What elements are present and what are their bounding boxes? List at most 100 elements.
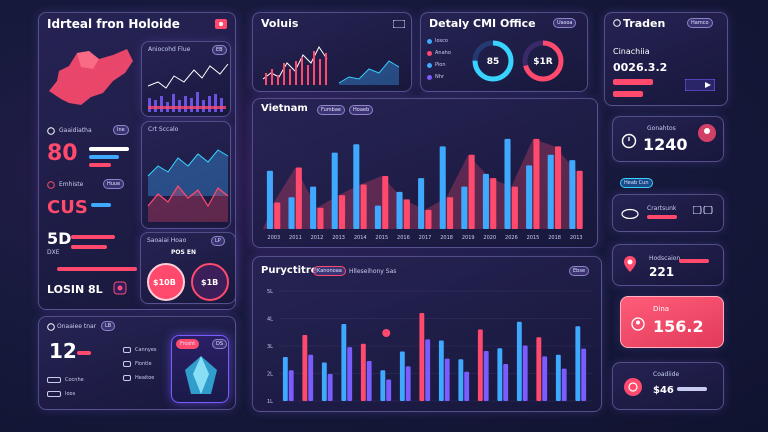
vietnam-bar [374, 205, 381, 229]
pury-bar [419, 313, 425, 401]
location-panel: Hodscaion 221 [612, 244, 724, 286]
vietnam-button1[interactable]: Fumbae [317, 105, 345, 115]
location-label: Hodscaion [649, 255, 681, 262]
pury-bar [444, 358, 450, 401]
vietnam-tick-label: 2014 [354, 235, 367, 241]
badge-red-text: $10B [153, 278, 176, 287]
sub-panel-label: Crartsunk [647, 205, 677, 212]
activity-row: Cannyes [135, 347, 157, 353]
pury-tick-label: 4L [267, 317, 273, 323]
summary-label: Coadiide [653, 371, 680, 378]
vietnam-bar [295, 167, 302, 229]
vietnam-bar [547, 154, 554, 229]
highlight-value: 156.2 [653, 317, 704, 336]
activity-badge[interactable]: LB [101, 321, 116, 331]
mini-line-panel: Aniocohd Flue EB [141, 41, 231, 117]
shield-icon[interactable] [113, 281, 127, 295]
detail-panel: Detaly CMI Office Uasoa Iosco Anaho Pion… [420, 12, 588, 92]
vietnam-bar [339, 195, 346, 229]
activity-panel: Onaaiee tnar LB 12 Cannyes Fiontle Heait… [38, 316, 236, 410]
play-icon[interactable] [685, 79, 715, 91]
activity-row: Fiontle [135, 361, 152, 367]
pury-bar [542, 356, 548, 401]
pury-bar [288, 370, 294, 401]
bottom-value: LOSIN 8L [47, 283, 103, 296]
pury-bar [321, 362, 327, 401]
pury-button[interactable]: Ebse [569, 266, 590, 276]
map-graphic [49, 49, 133, 105]
sub-panel-button[interactable]: Heab Cun [620, 178, 653, 188]
detail-donuts: 85 $1R [472, 40, 564, 82]
trade-bar1 [613, 79, 653, 85]
more-icon[interactable] [693, 206, 713, 214]
location-bar [679, 259, 709, 263]
pury-bar [308, 354, 314, 401]
stat3-bar2 [71, 245, 107, 249]
activity-row: Heaitoe [135, 375, 155, 381]
volume-chart [262, 46, 400, 85]
mini-line-button[interactable]: EB [212, 45, 227, 55]
vietnam-button2[interactable]: Hoaeb [349, 105, 374, 115]
pury-bar [386, 379, 392, 401]
pury-marker [382, 329, 391, 337]
pury-bar [497, 348, 503, 401]
pury-bar [516, 321, 522, 401]
user-circle-icon [631, 317, 645, 331]
pury-tag1[interactable]: Kanonoaa [313, 266, 346, 276]
activity-footer: Cocnhe Ioos [47, 373, 84, 401]
stat1-bar2 [89, 155, 119, 159]
vietnam-bar [526, 165, 533, 229]
vietnam-bar [468, 154, 475, 229]
trade-value: 0026.3.2 [613, 61, 668, 74]
stat1-button[interactable]: Ine [113, 125, 129, 135]
volume-title: Voluis [261, 17, 299, 30]
detail-button[interactable]: Uasoa [553, 18, 577, 28]
pury-tick-label: 1L [267, 399, 273, 405]
vietnam-bar [317, 207, 324, 229]
vietnam-bar [266, 170, 273, 229]
mini-area-label: Crt Sccalo [148, 126, 179, 133]
stat3-bar1 [71, 235, 115, 239]
activity-card[interactable]: Frosht DS [171, 335, 229, 403]
stat1-bar [89, 147, 129, 151]
timer-icon [621, 133, 637, 149]
pury-bar [438, 340, 444, 401]
clock-icon [47, 127, 55, 135]
vietnam-bar [569, 160, 576, 229]
settings-icon[interactable] [215, 19, 227, 29]
vietnam-bar [310, 186, 317, 229]
pury-bar [575, 326, 581, 401]
expand-icon[interactable] [393, 20, 405, 28]
badge-dark [191, 263, 229, 301]
pury-bar [555, 354, 561, 401]
vietnam-bar [425, 209, 432, 229]
detail-row: Iosco [435, 38, 448, 44]
stat1-value: 80 [47, 141, 78, 166]
trade-button[interactable]: Hamco [687, 18, 713, 28]
pury-bar [366, 360, 372, 401]
vietnam-tick-label: 2012 [311, 235, 324, 241]
overview-title: Idrteal fron Holoide [47, 17, 180, 31]
vietnam-bar [360, 184, 367, 229]
activity-value: 12 [49, 339, 77, 363]
pury-bar [282, 357, 288, 401]
vietnam-bar [461, 186, 468, 229]
stat2-button[interactable]: Huue [103, 179, 125, 189]
pury-bar [425, 339, 431, 401]
activity-bar [77, 351, 91, 355]
vietnam-tick-label: 2013 [332, 235, 345, 241]
vietnam-bar [482, 173, 489, 229]
vietnam-tick-label: 2026 [505, 235, 518, 241]
pury-tag2: Hlleseihony Sas [349, 268, 397, 275]
pury-bar [399, 351, 405, 401]
vietnam-bar [490, 178, 497, 229]
pury-bar [302, 335, 308, 401]
badges-button[interactable]: LP [211, 236, 225, 246]
badges-label: Saoaiai Hoao [147, 237, 187, 244]
alarm-icon [624, 378, 642, 396]
mini-area-panel: Crt Sccalo [141, 121, 231, 229]
vietnam-tick-label: 2015 [375, 235, 388, 241]
stat1-bar3 [89, 163, 111, 167]
crystal-icon [185, 356, 217, 394]
vietnam-bar [447, 197, 454, 229]
